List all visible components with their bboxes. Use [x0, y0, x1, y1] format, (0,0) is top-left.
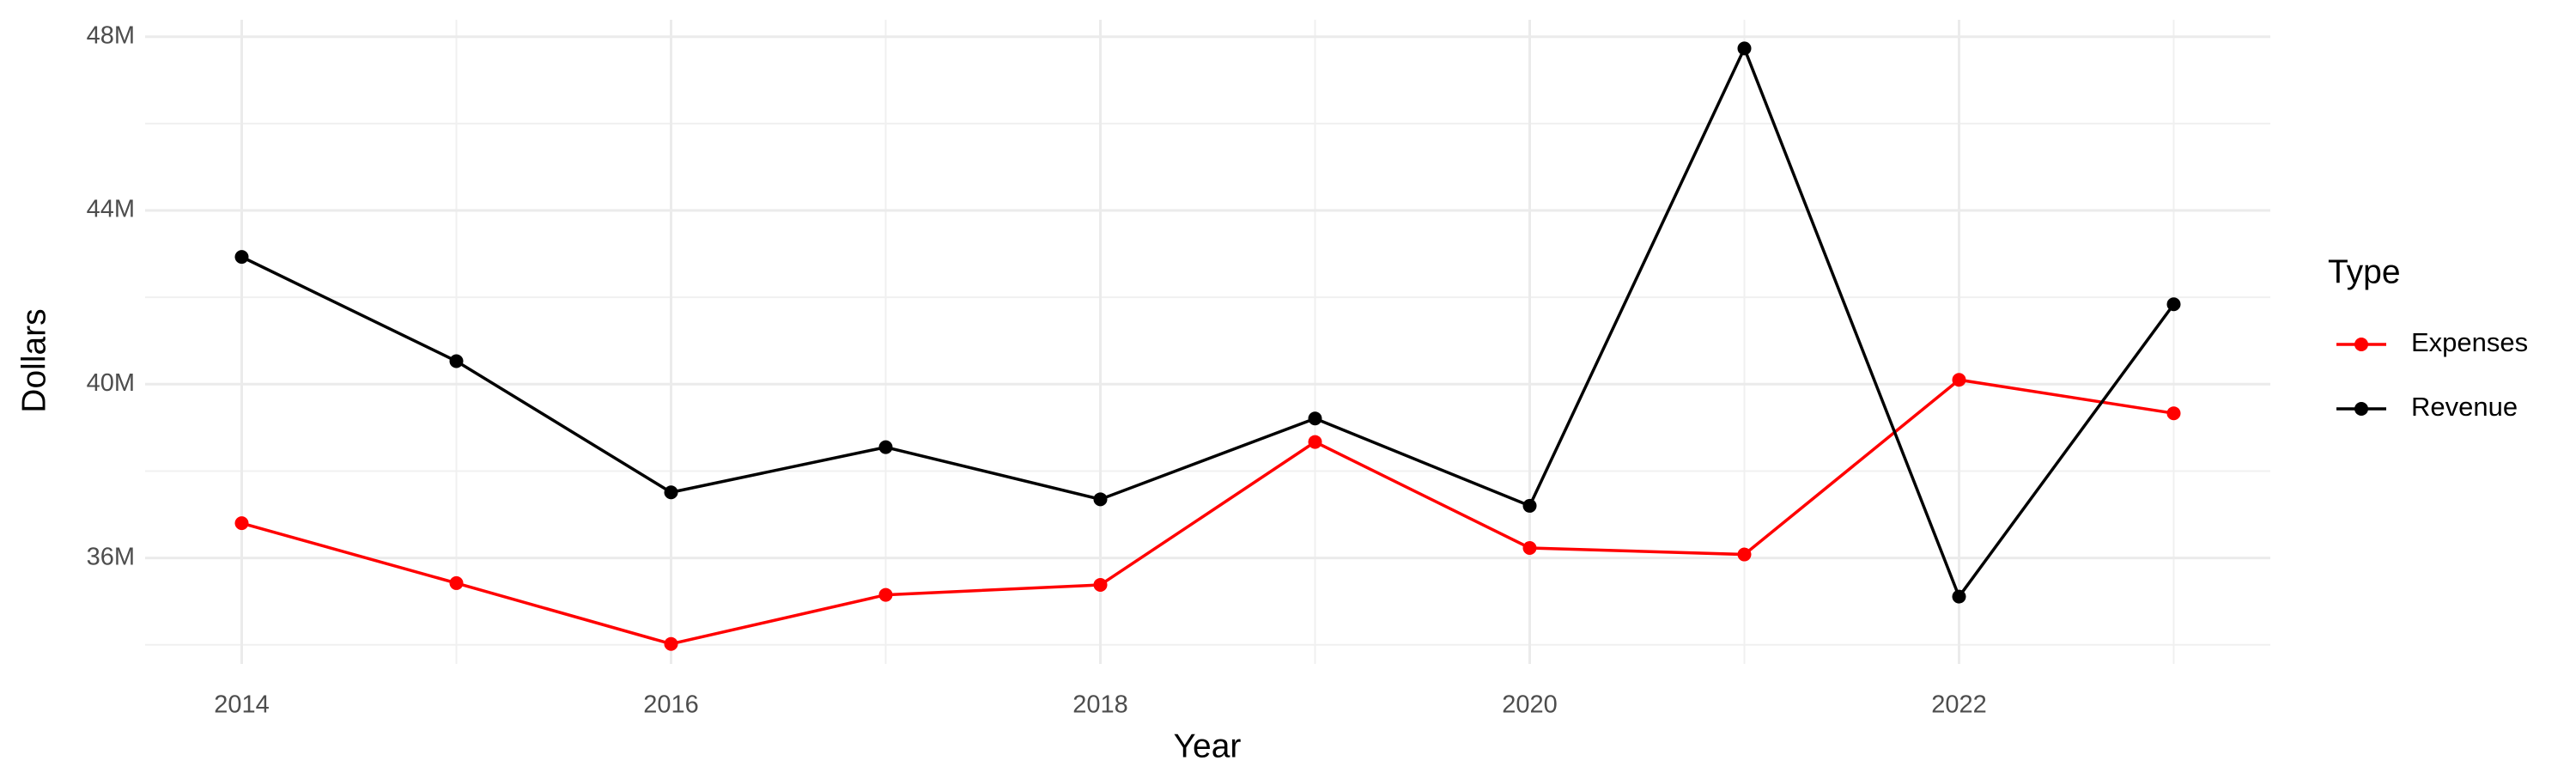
data-point: [664, 636, 678, 651]
data-point: [1522, 540, 1537, 555]
data-point: [1093, 492, 1108, 507]
data-point: [1952, 373, 1966, 387]
data-point: [1737, 41, 1752, 56]
x-tick-label: 2016: [643, 691, 699, 719]
data-point: [234, 250, 249, 265]
y-tick-label: 48M: [87, 21, 135, 49]
legend-label: Revenue: [2411, 392, 2518, 422]
legend-title: Type: [2328, 253, 2401, 290]
x-tick-label: 2022: [1931, 691, 1987, 719]
y-axis-title: Dollars: [15, 308, 52, 412]
y-tick-label: 36M: [87, 543, 135, 570]
y-tick-label: 44M: [87, 196, 135, 223]
data-point: [1308, 435, 1322, 449]
x-axis-title: Year: [1174, 727, 1242, 764]
data-point: [1737, 547, 1752, 562]
series-line: [241, 378, 2174, 646]
data-point: [878, 440, 893, 454]
data-point: [878, 587, 893, 602]
data-point: [234, 516, 249, 531]
data-point: [2166, 406, 2181, 421]
data-point: [449, 354, 464, 368]
data-point: [449, 575, 464, 590]
legend-key-point: [2354, 338, 2368, 351]
data-point: [2166, 297, 2181, 312]
data-point: [1093, 577, 1108, 592]
data-point: [1952, 589, 1966, 604]
series-line: [240, 44, 2175, 600]
data-point: [1522, 498, 1537, 513]
legend-key-point: [2354, 402, 2368, 416]
y-tick-label: 40M: [87, 369, 135, 397]
x-tick-label: 2014: [214, 691, 270, 719]
data-point: [1308, 411, 1322, 426]
x-tick-label: 2020: [1502, 691, 1558, 719]
data-point: [664, 485, 678, 500]
x-tick-label: 2018: [1072, 691, 1128, 719]
legend-label: Expenses: [2411, 327, 2528, 357]
